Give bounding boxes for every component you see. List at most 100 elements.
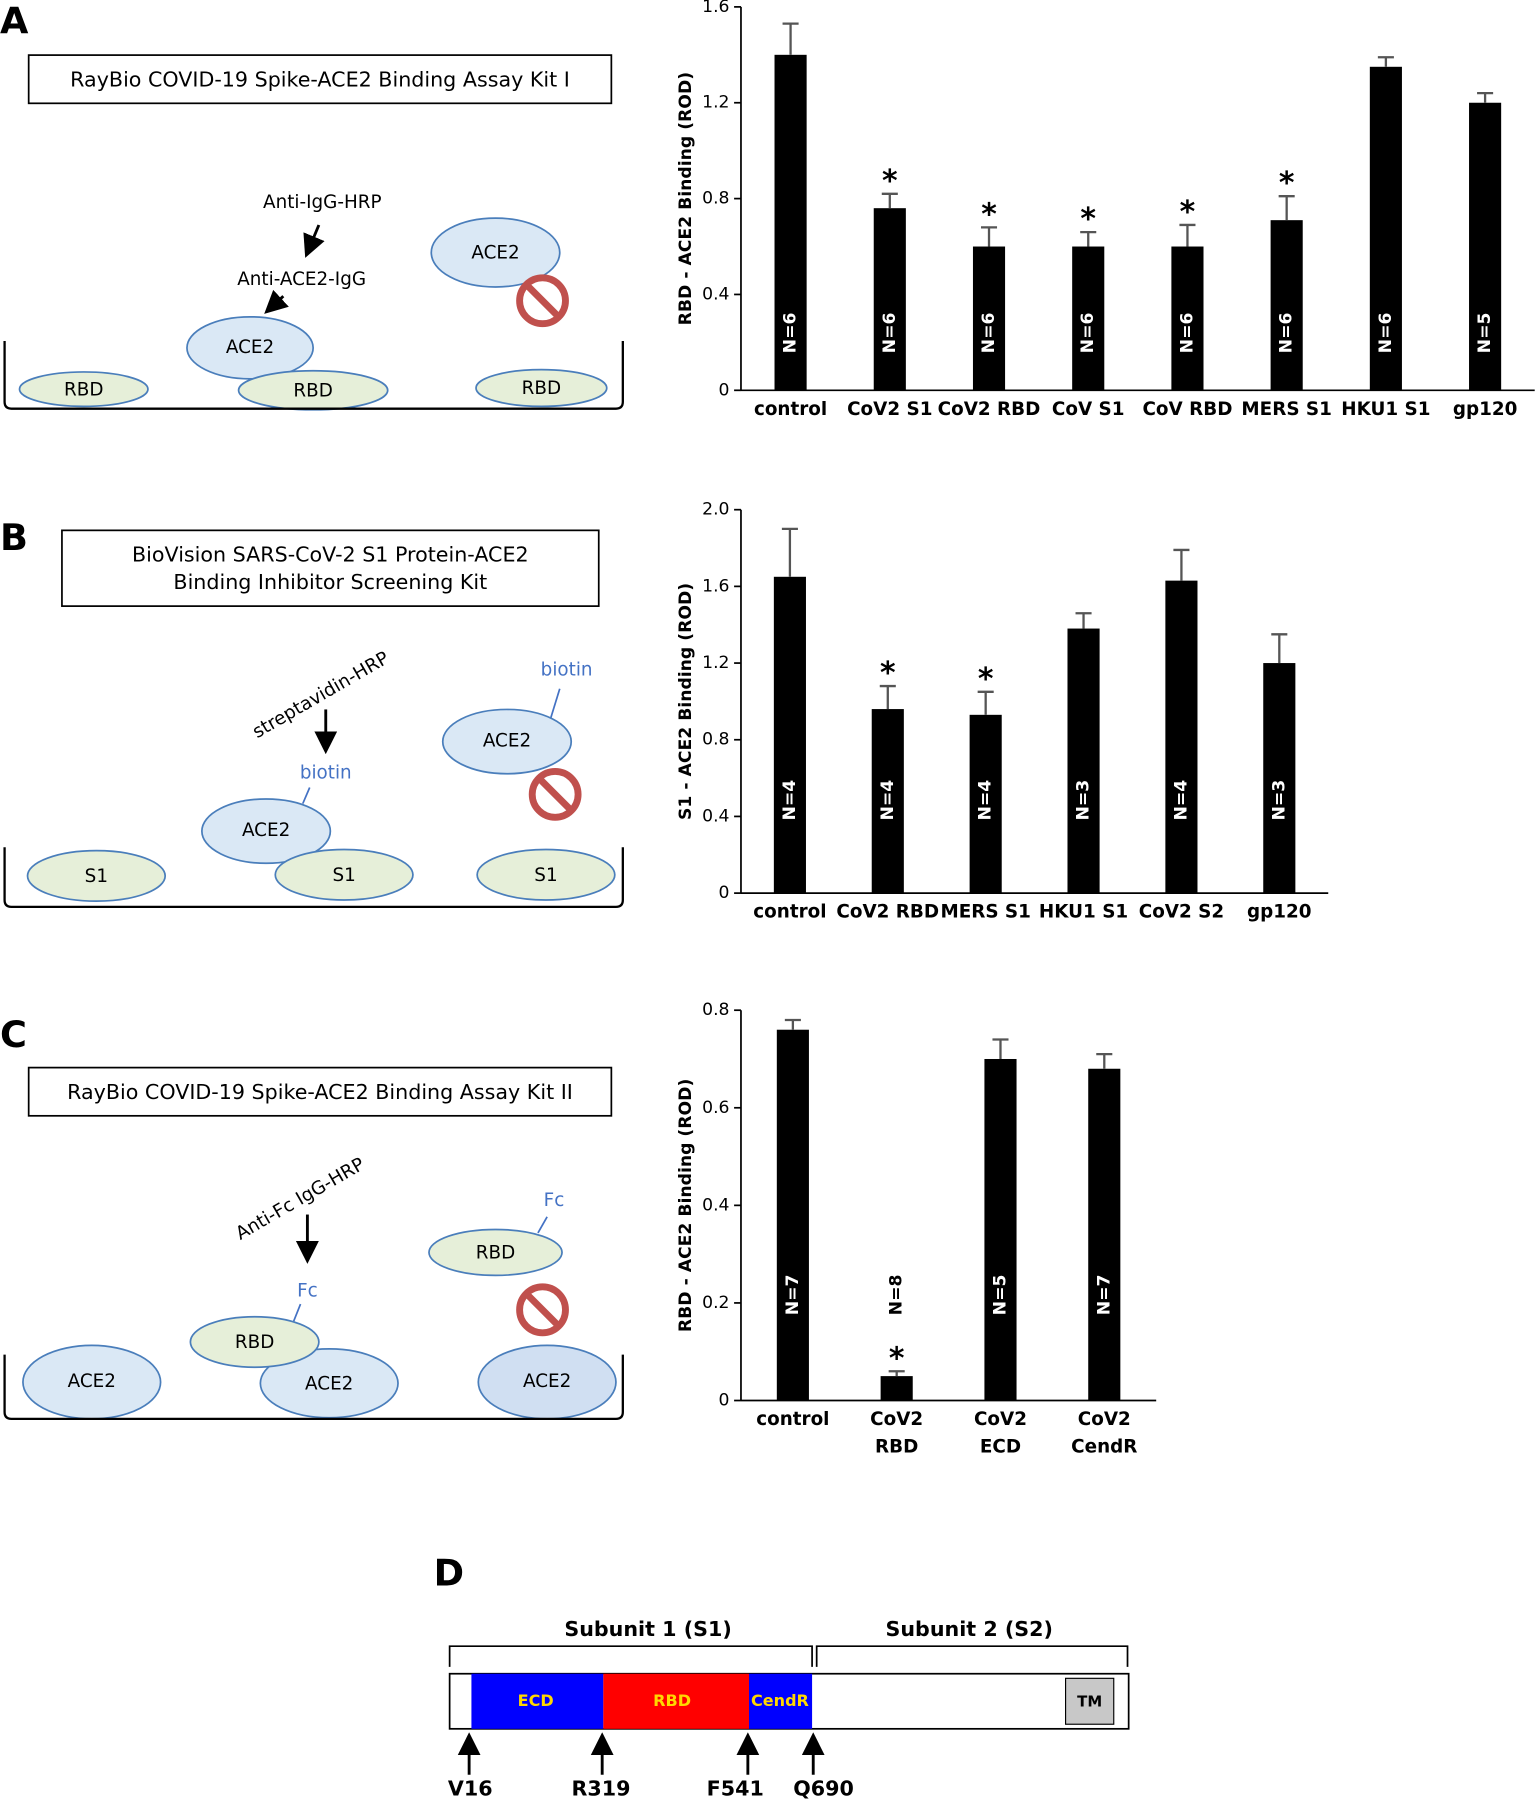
n-label: N=7	[1094, 1274, 1114, 1315]
tag-link	[302, 787, 311, 804]
detector-label: Anti-Fc IgG-HRP	[232, 1154, 368, 1245]
panel-label: A	[0, 0, 29, 42]
cendr-domain	[749, 1673, 813, 1729]
tag-link	[549, 688, 561, 719]
molecule-label: ACE2	[68, 1371, 116, 1392]
block-sign	[536, 775, 574, 813]
x-tick-label: CoV2	[870, 1409, 923, 1430]
kit-box	[27, 1066, 613, 1117]
n-label: N=3	[1269, 780, 1289, 821]
x-tick-label: CoV2	[1078, 1409, 1131, 1430]
molecule-label: S1	[534, 865, 557, 886]
tag-label: Fc	[544, 1190, 565, 1211]
bar	[1263, 663, 1296, 894]
y-tick-label: 1.6	[702, 0, 729, 17]
n-label: N=3	[1074, 780, 1094, 821]
molecule-label: RBD	[64, 379, 103, 400]
block-sign	[524, 282, 562, 320]
y-tick-label: 0.4	[702, 806, 729, 826]
well	[3, 340, 624, 410]
tag-link	[537, 1216, 548, 1234]
molecule-label: S1	[85, 866, 108, 887]
bar	[1067, 628, 1100, 894]
bar	[1270, 220, 1303, 391]
bar	[1369, 66, 1402, 391]
bracket	[815, 1645, 1129, 1667]
y-tick-label: 0.4	[702, 284, 729, 304]
x-tick-label: gp120	[1453, 399, 1518, 420]
y-tick-label: 0	[719, 1391, 730, 1411]
significance-mark: *	[978, 662, 994, 697]
y-tick-label: 1.2	[702, 93, 729, 113]
s1-molecule	[274, 848, 414, 901]
n-label: N=6	[1177, 312, 1197, 353]
molecule-label: RBD	[476, 1243, 515, 1264]
y-tick-label: 0.8	[702, 1000, 729, 1020]
block-sign	[524, 1291, 562, 1329]
tag-link	[292, 1303, 302, 1322]
domain-label: TM	[1077, 1692, 1102, 1710]
x-tick-label: CoV RBD	[1142, 399, 1232, 420]
tag-label: biotin	[541, 659, 593, 680]
y-tick-label: 0.8	[702, 189, 729, 209]
significance-mark: *	[880, 656, 896, 691]
rbd-molecule	[18, 371, 149, 408]
bar	[1469, 102, 1502, 391]
bar	[1165, 580, 1198, 894]
n-label: N=8	[887, 1274, 907, 1315]
x-tick-label: HKU1 S1	[1039, 902, 1128, 923]
n-label: N=7	[783, 1274, 803, 1315]
n-label: N=6	[880, 312, 900, 353]
well	[3, 847, 624, 909]
y-tick-label: 0.6	[702, 1098, 729, 1118]
x-tick-label: CoV S1	[1052, 399, 1125, 420]
kit-name: RayBio COVID-19 Spike-ACE2 Binding Assay…	[70, 67, 570, 91]
molecule-label: RBD	[522, 378, 561, 399]
kit-name: BioVision SARS-CoV-2 S1 Protein-ACE2	[132, 543, 529, 567]
significance-mark: *	[882, 164, 898, 199]
molecule-label: ACE2	[305, 1373, 353, 1394]
y-tick-label: 0.4	[702, 1195, 729, 1215]
x-tick-label: MERS S1	[940, 902, 1030, 923]
y-tick-label: 0	[719, 883, 730, 903]
bar	[1171, 246, 1204, 391]
n-label: N=6	[781, 312, 801, 353]
subunit-label: Subunit 1 (S1)	[564, 1617, 731, 1641]
tag-label: biotin	[300, 763, 352, 784]
significance-mark: *	[981, 197, 997, 232]
x-tick-label: gp120	[1247, 902, 1312, 923]
x-tick-label: RBD	[875, 1437, 918, 1458]
x-tick-label: control	[753, 902, 826, 923]
y-tick-label: 1.6	[702, 576, 729, 596]
bar	[871, 709, 904, 894]
x-tick-label: MERS S1	[1241, 399, 1331, 420]
bar	[1088, 1068, 1121, 1401]
x-tick-label: control	[756, 1409, 829, 1430]
well	[3, 1354, 624, 1421]
rbd-molecule	[189, 1315, 320, 1369]
domain-label: ECD	[518, 1691, 554, 1710]
x-tick-label: CoV2 S1	[847, 399, 932, 420]
significance-mark: *	[889, 1341, 905, 1376]
arrow	[303, 224, 325, 258]
bar	[773, 576, 806, 894]
molecule-label: ACE2	[242, 820, 290, 841]
panel-label: B	[0, 516, 28, 559]
s1-molecule	[26, 849, 167, 903]
s1-molecule	[476, 848, 616, 901]
residue-label: F541	[707, 1777, 764, 1800]
y-tick-label: 0.2	[702, 1293, 729, 1313]
significance-mark: *	[1080, 202, 1096, 237]
y-axis-label: S1 - ACE2 Binding (ROD)	[676, 583, 696, 820]
bar	[972, 246, 1006, 391]
molecule-label: RBD	[293, 380, 332, 401]
n-label: N=4	[976, 780, 996, 821]
rbd-molecule	[475, 368, 608, 408]
ace2-molecule	[201, 798, 332, 865]
ace2-molecule	[441, 708, 573, 775]
kit-box	[27, 54, 613, 105]
molecule-label: ACE2	[483, 731, 531, 752]
x-tick-label: CendR	[1071, 1437, 1137, 1458]
block-sign	[516, 1283, 569, 1337]
ecd-domain	[471, 1673, 604, 1729]
